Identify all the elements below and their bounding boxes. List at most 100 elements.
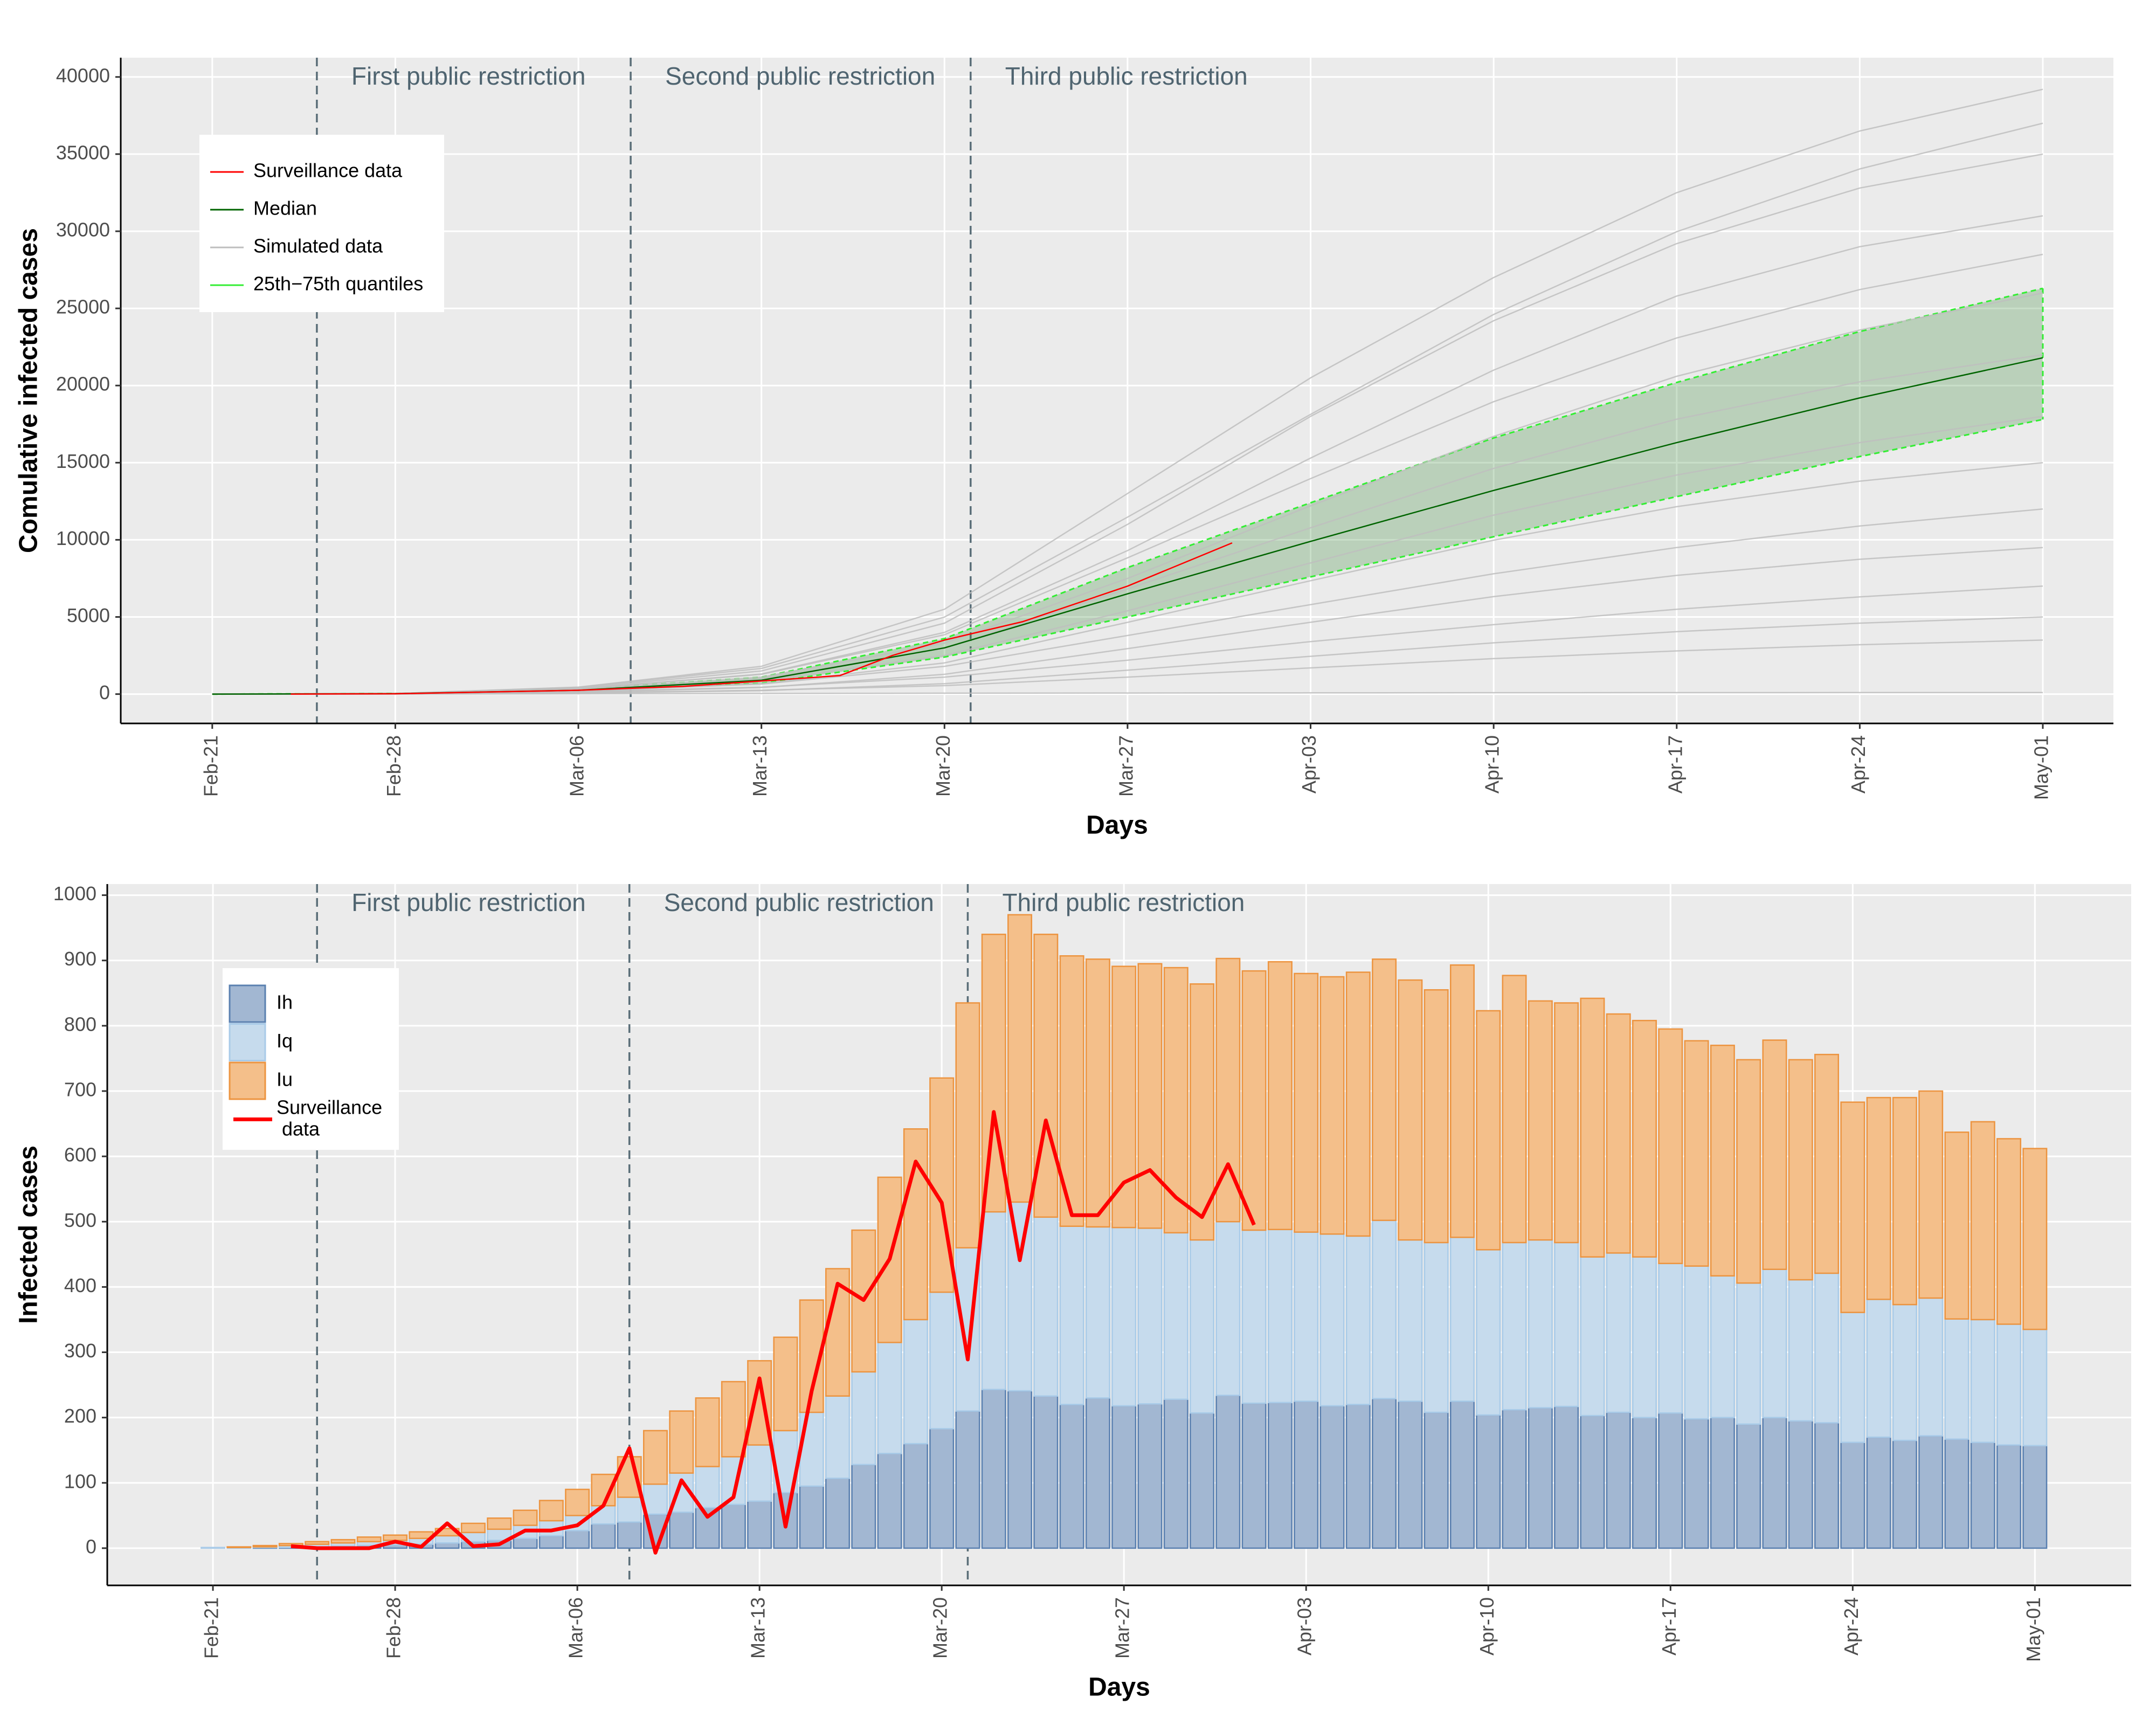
y-tick-label: 10000 bbox=[56, 527, 110, 549]
bar-segment bbox=[434, 1535, 460, 1544]
bar-segment bbox=[2022, 1328, 2048, 1447]
bar-segment bbox=[1762, 1039, 1787, 1270]
bar-segment bbox=[642, 1483, 668, 1515]
bar-segment bbox=[1866, 1436, 1891, 1549]
y-tick-label: 5000 bbox=[67, 604, 110, 626]
legend-key bbox=[229, 984, 266, 1023]
y-tick-label: 35000 bbox=[56, 141, 110, 163]
bar-segment bbox=[981, 934, 1006, 1213]
bar-segment bbox=[1190, 1412, 1215, 1549]
bar-segment bbox=[1007, 1390, 1033, 1549]
bar-segment bbox=[434, 1542, 460, 1549]
bar-segment bbox=[877, 1453, 902, 1549]
bar-segment bbox=[1372, 1219, 1397, 1399]
x-tick-label: Apr-10 bbox=[1476, 1597, 1498, 1655]
bar-segment bbox=[1241, 1402, 1267, 1549]
restriction-label: First public restriction bbox=[351, 888, 586, 916]
bar-segment bbox=[1215, 1221, 1241, 1396]
bar-segment bbox=[1294, 1231, 1319, 1402]
bar-segment bbox=[903, 1319, 928, 1445]
bar-segment bbox=[1267, 1229, 1293, 1404]
restriction-label: Second public restriction bbox=[664, 888, 934, 916]
restriction-label: Third public restriction bbox=[1005, 62, 1248, 90]
bar-segment bbox=[642, 1430, 668, 1485]
bar-segment bbox=[1398, 1239, 1423, 1402]
bar-segment bbox=[1033, 934, 1059, 1218]
bar-segment bbox=[1814, 1272, 1839, 1424]
y-tick-label: 400 bbox=[64, 1274, 96, 1296]
series-line bbox=[291, 542, 1233, 695]
bar-segment bbox=[955, 1410, 980, 1549]
y-axis-title: Comulative infected cases bbox=[15, 228, 43, 553]
series-line bbox=[291, 1110, 1256, 1555]
bar-segment bbox=[1502, 1409, 1527, 1549]
bar-segment bbox=[1137, 1403, 1163, 1549]
bar-segment bbox=[1632, 1256, 1657, 1418]
x-tick-label: Mar-06 bbox=[566, 735, 588, 797]
bar-segment bbox=[538, 1500, 564, 1522]
bar-segment bbox=[877, 1342, 902, 1454]
bar-segment bbox=[1163, 1232, 1188, 1400]
bar-segment bbox=[1190, 1239, 1215, 1414]
bar-segment bbox=[1918, 1435, 1944, 1549]
bar-segment bbox=[1137, 963, 1163, 1229]
bar-segment bbox=[1736, 1282, 1761, 1425]
bar-segment bbox=[1528, 1239, 1553, 1409]
bar-segment bbox=[747, 1444, 772, 1502]
bar-segment bbox=[1788, 1420, 1813, 1549]
bar-segment bbox=[2022, 1445, 2048, 1549]
bar-segment bbox=[356, 1536, 382, 1543]
bar-segment bbox=[513, 1537, 538, 1549]
bar-segment bbox=[1267, 961, 1293, 1231]
bar-segment bbox=[1033, 1395, 1059, 1549]
bar-segment bbox=[1528, 1000, 1553, 1241]
y-tick-label: 25000 bbox=[56, 296, 110, 318]
bar-segment bbox=[1996, 1138, 2022, 1325]
bar-segment bbox=[1007, 1201, 1033, 1392]
bar-segment bbox=[1372, 958, 1397, 1222]
bar-segment bbox=[1137, 1227, 1163, 1405]
bar-segment bbox=[721, 1381, 746, 1458]
x-tick-label: Apr-10 bbox=[1481, 735, 1503, 794]
bar-segment bbox=[617, 1496, 642, 1523]
bar-segment bbox=[1736, 1059, 1761, 1284]
bar-segment bbox=[1085, 1397, 1110, 1549]
bar-segment bbox=[695, 1397, 720, 1467]
y-tick-label: 200 bbox=[64, 1405, 96, 1427]
bar-segment bbox=[1476, 1010, 1501, 1251]
legend-label: Simulated data bbox=[253, 235, 383, 257]
x-tick-label: May-01 bbox=[2030, 735, 2053, 800]
legend-label: Iu bbox=[277, 1068, 293, 1091]
bar-segment bbox=[383, 1534, 408, 1541]
bar-segment bbox=[1892, 1096, 1917, 1306]
bar-segment bbox=[747, 1500, 772, 1549]
bar-segment bbox=[1918, 1297, 1944, 1437]
bar-segment bbox=[1892, 1303, 1917, 1441]
bar-segment bbox=[1970, 1121, 1995, 1321]
bar-segment bbox=[1658, 1262, 1683, 1414]
bar-segment bbox=[1423, 1411, 1449, 1549]
bar-segment bbox=[1033, 1216, 1059, 1397]
bar-segment bbox=[538, 1535, 564, 1549]
bar-segment bbox=[1658, 1028, 1683, 1265]
x-tick-label: Feb-28 bbox=[383, 735, 405, 797]
bar-segment bbox=[695, 1466, 720, 1509]
x-tick-label: Mar-13 bbox=[747, 1597, 769, 1659]
bar-segment bbox=[1762, 1268, 1787, 1418]
bar-segment bbox=[981, 1211, 1006, 1390]
x-tick-label: Feb-21 bbox=[201, 1597, 223, 1659]
bar-segment bbox=[1710, 1044, 1735, 1277]
bar-segment bbox=[278, 1543, 303, 1547]
x-tick-label: Feb-28 bbox=[383, 1597, 405, 1659]
bar-segment bbox=[981, 1389, 1006, 1549]
x-tick-label: Feb-21 bbox=[199, 735, 222, 797]
bar-segment bbox=[669, 1512, 694, 1549]
bar-segment bbox=[565, 1529, 590, 1549]
bar-segment bbox=[1554, 1405, 1579, 1549]
bar-segment bbox=[1970, 1441, 1995, 1549]
bar-segment bbox=[903, 1443, 928, 1549]
y-tick-label: 1000 bbox=[53, 882, 96, 905]
x-tick-label: Apr-24 bbox=[1847, 735, 1869, 794]
y-axis-title: Infected cases bbox=[15, 1146, 43, 1324]
